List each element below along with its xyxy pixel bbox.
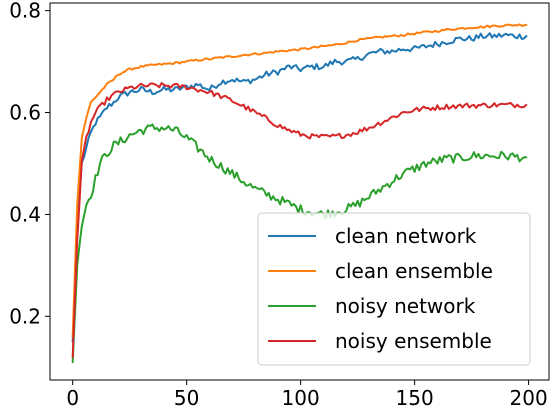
x-tick-label: 0 bbox=[66, 386, 79, 409]
x-tick-label: 150 bbox=[396, 386, 434, 409]
x-tick-label: 50 bbox=[174, 386, 199, 409]
legend-label: noisy network bbox=[335, 294, 476, 318]
series-line-noisy-network bbox=[71, 123, 528, 364]
series-line-clean-ensemble bbox=[71, 23, 528, 338]
y-tick-label: 0.2 bbox=[9, 304, 41, 328]
legend-label: noisy ensemble bbox=[335, 329, 492, 353]
x-tick-label: 100 bbox=[282, 386, 320, 409]
plot-frame bbox=[49, 2, 550, 381]
legend-label: clean network bbox=[335, 224, 477, 248]
legend-box bbox=[257, 212, 531, 366]
y-tick-label: 0.8 bbox=[9, 0, 41, 23]
y-tick-label: 0.6 bbox=[9, 101, 41, 125]
ticks-layer: 0 50 100 150 200 0.2 0.4 0.6 0.8 bbox=[9, 0, 548, 409]
x-tick-label: 200 bbox=[510, 386, 548, 409]
series-layer bbox=[71, 23, 528, 364]
series-line-noisy-ensemble bbox=[71, 82, 528, 359]
y-tick-label: 0.4 bbox=[9, 202, 41, 226]
axes-layer bbox=[49, 2, 550, 381]
legend: clean network clean ensemble noisy network… bbox=[257, 212, 531, 366]
legend-label: clean ensemble bbox=[335, 259, 493, 283]
series-line-clean-network bbox=[71, 32, 528, 343]
